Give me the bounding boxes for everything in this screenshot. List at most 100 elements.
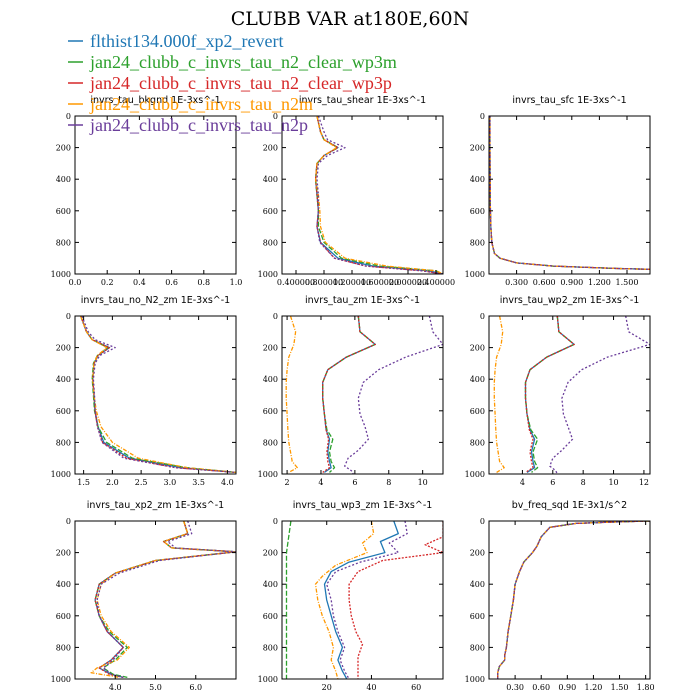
- series-line-5: [489, 116, 650, 270]
- x-tick-label: 0.90: [558, 683, 576, 692]
- x-tick-label: 5.0: [149, 683, 162, 692]
- y-tick-label: 400: [263, 580, 278, 589]
- series-line-1: [497, 521, 650, 679]
- y-tick-label: 0: [66, 517, 71, 526]
- series-line-1: [524, 316, 575, 473]
- y-tick-label: 200: [263, 549, 278, 558]
- y-tick-label: 1000: [465, 470, 485, 479]
- legend-label: jan24_clubb_c_invrs_tau_n2m: [89, 94, 313, 114]
- x-tick-label: 1.0: [230, 278, 243, 287]
- series-line-5: [497, 521, 650, 679]
- x-tick-label: 20: [322, 683, 332, 692]
- panel-4: invrs_tau_no_N2_zm 1E-3xs^-1 0 200 400 600 80…: [51, 295, 237, 487]
- x-tick-label: 10: [608, 478, 618, 487]
- y-tick-label: 600: [263, 207, 278, 216]
- series-group: [80, 316, 236, 474]
- y-tick-label: 1000: [51, 470, 71, 479]
- panel-7: invrs_tau_xp2_zm 1E-3xs^-1 0 200 400 600 800 1…: [51, 500, 237, 692]
- series-line-4: [80, 316, 236, 474]
- x-tick-label: 6.0: [189, 683, 202, 692]
- x-tick-label: 8: [581, 478, 586, 487]
- y-tick-label: 800: [470, 643, 485, 652]
- panel-5: invrs_tau_zm 1E-3xs^-1 0 200 400 600 800 1000 2…: [258, 295, 444, 487]
- x-tick-label: 2.5: [135, 478, 148, 487]
- panel-title: invrs_tau_wp3_zm 1E-3xs^-1: [293, 500, 433, 511]
- x-tick-label: 2.0: [106, 478, 119, 487]
- y-tick-label: 200: [263, 344, 278, 353]
- x-tick-label: 0.4: [133, 278, 146, 287]
- legend-label: flthist134.000f_xp2_revert: [90, 31, 283, 51]
- series-line-1: [94, 521, 236, 679]
- y-tick-label: 800: [263, 238, 278, 247]
- panel-1: invrs_tau_bkgnd 1E-3xs^-1 0 200 400 600 800 10…: [51, 95, 243, 287]
- series-line-4: [90, 521, 236, 679]
- y-tick-label: 800: [56, 238, 71, 247]
- legend-label: jan24_clubb_c_invrs_tau_n2p: [89, 115, 308, 135]
- panel-2: invrs_tau_shear 1E-3xs^-1 0 200 400 600 800 10…: [258, 95, 455, 287]
- x-tick-label: 1.20: [585, 683, 603, 692]
- x-tick-label: 0.800000: [305, 278, 343, 287]
- y-tick-label: 600: [263, 407, 278, 416]
- x-tick-label: 1.50: [611, 683, 629, 692]
- panel-8: invrs_tau_wp3_zm 1E-3xs^-1 0 200 400 600 800 1…: [258, 500, 444, 692]
- y-tick-label: 400: [56, 580, 71, 589]
- panel-frame: [74, 520, 237, 680]
- panel-frame: [281, 520, 444, 680]
- x-tick-label: 6: [352, 478, 357, 487]
- panel-title: bv_freq_sqd 1E-3x1/s^2: [512, 500, 627, 511]
- x-tick-label: 0.300: [505, 278, 528, 287]
- y-tick-label: 400: [56, 375, 71, 384]
- series-group: [90, 521, 236, 679]
- panel-frame: [74, 315, 237, 475]
- x-tick-label: 1.80: [637, 683, 655, 692]
- y-tick-label: 800: [470, 238, 485, 247]
- x-tick-label: 12: [639, 478, 649, 487]
- legend-item-5: jan24_clubb_c_invrs_tau_n2p: [68, 115, 308, 135]
- series-line-2: [314, 116, 443, 274]
- series-line-1: [323, 521, 399, 679]
- y-tick-label: 1000: [465, 270, 485, 279]
- series-line-3: [322, 316, 376, 473]
- y-tick-label: 200: [56, 344, 71, 353]
- x-tick-label: 0.6: [165, 278, 178, 287]
- x-tick-label: 2.000000: [389, 278, 427, 287]
- series-line-1: [314, 116, 443, 274]
- panel-9: bv_freq_sqd 1E-3x1/s^2 0 200 400 600 800 1000 0…: [465, 500, 655, 692]
- x-tick-label: 2.400000: [417, 278, 455, 287]
- y-tick-label: 200: [263, 144, 278, 153]
- y-tick-label: 0: [66, 112, 71, 121]
- x-tick-label: 4.0: [221, 478, 234, 487]
- y-tick-label: 800: [263, 643, 278, 652]
- x-tick-label: 0.600: [533, 278, 556, 287]
- y-tick-label: 1000: [51, 675, 71, 684]
- y-tick-label: 600: [470, 407, 485, 416]
- y-tick-label: 200: [56, 144, 71, 153]
- x-tick-label: 0.900: [560, 278, 583, 287]
- series-line-3: [348, 521, 443, 679]
- x-tick-label: 3.5: [192, 478, 205, 487]
- x-tick-label: 4: [318, 478, 323, 487]
- x-tick-label: 40: [366, 683, 376, 692]
- series-line-5: [344, 316, 443, 474]
- series-group: [285, 316, 443, 474]
- x-tick-label: 0.400000: [277, 278, 315, 287]
- y-tick-label: 200: [56, 549, 71, 558]
- series-line-3: [497, 521, 650, 679]
- series-group: [489, 116, 650, 270]
- x-tick-label: 1.200000: [333, 278, 371, 287]
- y-tick-label: 0: [273, 112, 278, 121]
- panel-6: invrs_tau_wp2_zm 1E-3xs^-1 0 200 400 600 800 1…: [465, 295, 651, 487]
- y-tick-label: 0: [66, 312, 71, 321]
- y-tick-label: 0: [480, 112, 485, 121]
- series-line-1: [80, 316, 236, 474]
- series-line-3: [489, 116, 650, 270]
- series-line-4: [497, 521, 650, 679]
- y-tick-label: 600: [56, 207, 71, 216]
- figure-title: CLUBB VAR at180E,60N: [231, 8, 470, 30]
- y-tick-label: 400: [56, 175, 71, 184]
- y-tick-label: 400: [470, 580, 485, 589]
- x-tick-label: 4.0: [109, 683, 122, 692]
- x-tick-label: 3.0: [164, 478, 177, 487]
- y-tick-label: 0: [480, 517, 485, 526]
